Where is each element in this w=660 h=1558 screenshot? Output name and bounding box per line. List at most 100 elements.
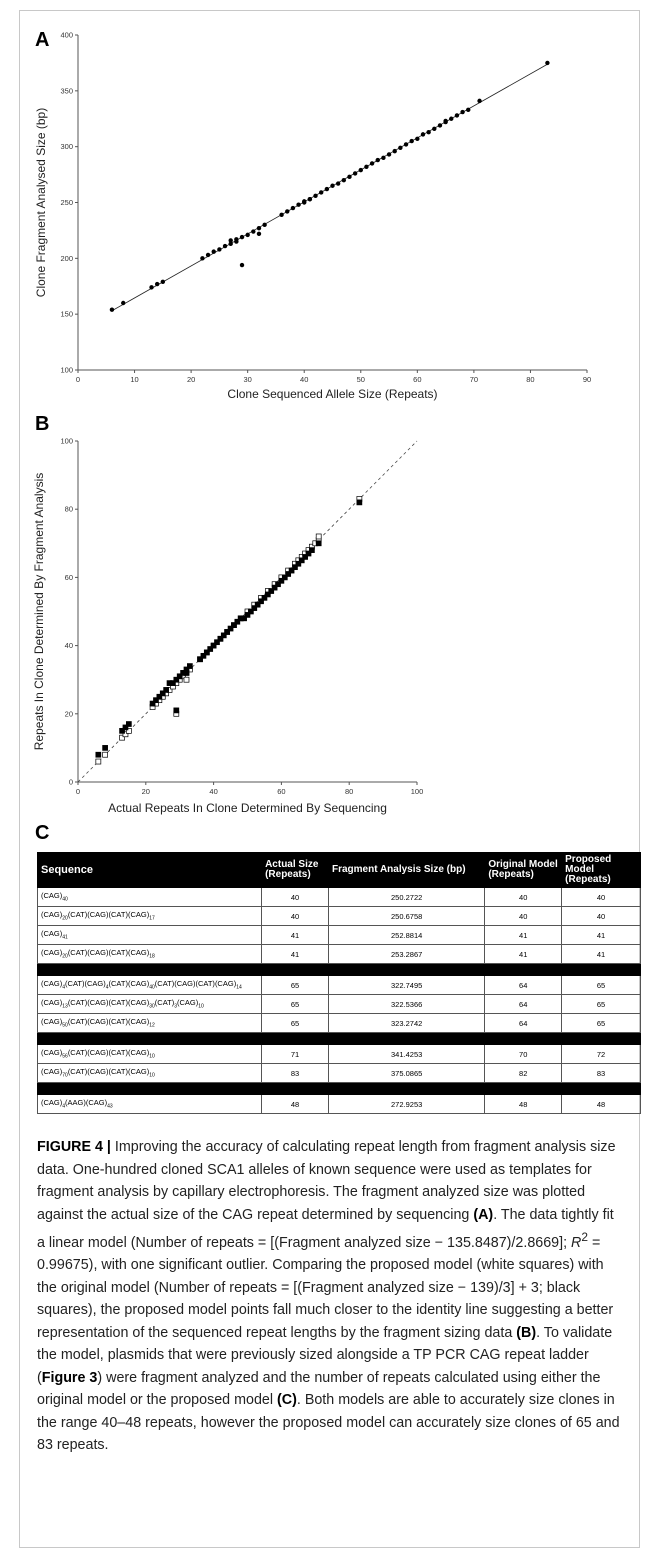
table-row: (CAG)70(CAT)(CAG)(CAT)(CAG)10 83 375.0865 8… [36, 1063, 641, 1083]
y-tick-label: 200 [60, 254, 73, 263]
caption-label: FIGURE 4 | [37, 1139, 111, 1155]
col-header-sequence: Sequence [36, 852, 263, 888]
data-point [302, 199, 307, 204]
x-axis-label: Clone Sequenced Allele Size (Repeats) [227, 387, 437, 401]
data-point [545, 60, 550, 66]
original-model-point [122, 724, 129, 731]
original-model-point [264, 591, 271, 598]
x-tick-label: 20 [187, 375, 195, 384]
original-model-point [285, 571, 292, 577]
cell-fragment-size: 252.8814 [327, 925, 486, 945]
table-row: (CAG)20(CAT)(CAG)(CAT)(CAG)18 41 253.2867 4… [36, 944, 641, 964]
proposed-model-point [102, 751, 108, 758]
original-model-point [254, 601, 261, 608]
cell-actual-size: 40 [261, 887, 329, 907]
y-tick-label: 300 [60, 142, 73, 151]
original-model-point [159, 690, 166, 697]
cell-sequence: (CAG)20(CAT)(CAG)(CAT)(CAG)17 [36, 906, 263, 926]
original-model-point [173, 676, 180, 683]
data-point [403, 142, 409, 147]
data-point [369, 161, 375, 166]
data-point [398, 145, 403, 150]
original-model-point [227, 625, 234, 632]
data-point [335, 181, 341, 186]
caption-ref-c: (C) [277, 1392, 297, 1409]
data-point [234, 237, 239, 242]
data-point [256, 231, 262, 236]
cell-original-model: 82 [484, 1063, 563, 1083]
data-point [454, 113, 460, 118]
data-point [307, 196, 313, 202]
original-model-point [234, 618, 241, 625]
data-point [330, 183, 335, 188]
cell-sequence: (CAG)40 [36, 887, 263, 907]
chart-a: 0 10 20 30 40 50 60 70 80 90 100 150 200 250 300 350 400… [34, 31, 591, 402]
data-point [160, 279, 166, 284]
x-tick-label: 0 [76, 787, 80, 796]
cell-sequence: (CAG)4(CAT)(CAG)4(CAT)(CAG)40(CAT)(CAG)(… [36, 975, 263, 995]
original-model-point [231, 622, 237, 628]
data-point [443, 118, 448, 124]
x-tick-label: 80 [345, 787, 353, 796]
cell-proposed-model: 48 [561, 1094, 641, 1114]
x-tick-label: 50 [357, 375, 365, 384]
y-tick-label: 60 [65, 573, 73, 582]
caption-ref-b: (B) [516, 1324, 537, 1341]
x-tick-label: 40 [300, 375, 308, 384]
cell-actual-size: 71 [261, 1044, 329, 1064]
data-point [324, 186, 330, 192]
cell-original-model: 64 [484, 1013, 563, 1033]
proposed-model-point [315, 533, 322, 540]
original-model-point [356, 499, 363, 506]
table-row: (CAG)4(CAT)(CAG)4(CAT)(CAG)40(CAT)(CAG)(… [36, 975, 641, 995]
cell-fragment-size: 253.2867 [327, 944, 486, 964]
data-point [437, 123, 443, 128]
data-point [358, 167, 363, 173]
data-point [256, 225, 262, 231]
original-model-point [203, 649, 210, 656]
data-point [347, 174, 352, 180]
original-model-point [197, 656, 203, 663]
original-model-point [95, 751, 102, 758]
x-tick-label: 10 [130, 375, 138, 384]
table-row: (CAG)20(CAT)(CAG)(CAT)(CAG)17 40 250.6758 4… [36, 906, 641, 926]
x-tick-label: 60 [277, 787, 285, 796]
cell-sequence: (CAG)50(CAT)(CAG)(CAT)(CAG)12 [36, 1013, 263, 1033]
cell-proposed-model: 41 [561, 925, 641, 945]
table-row: (CAG)13(CAT)(CAG)(CAT)(CAG)30(CAT)3(CAG)… [36, 994, 641, 1014]
cell-original-model: 64 [484, 994, 563, 1014]
caption-ref-figure3: Figure 3 [41, 1369, 98, 1386]
original-model-point [244, 612, 251, 618]
data-point [211, 249, 216, 254]
table-row: (CAG)56(CAT)(CAG)(CAT)(CAG)10 71 341.4253 7… [36, 1044, 641, 1064]
data-point [449, 116, 454, 121]
col-header-fragment-size: Fragment Analysis Size (bp) [327, 852, 486, 888]
data-point [205, 252, 211, 258]
original-model-point [288, 567, 295, 574]
data-point [386, 152, 392, 157]
cell-sequence: (CAG)13(CAT)(CAG)(CAT)(CAG)30(CAT)3(CAG)… [36, 994, 263, 1014]
original-model-point [173, 707, 180, 714]
cell-sequence: (CAG)56(CAT)(CAG)(CAT)(CAG)10 [36, 1044, 263, 1064]
data-point [381, 155, 386, 161]
table-row: (CAG)41 41 252.8814 41 41 [36, 925, 641, 945]
table-row: (CAG)40 40 250.2722 40 40 [36, 887, 641, 907]
col-header-proposed-model: Proposed Model (Repeats) [561, 852, 641, 888]
original-model-point [281, 574, 288, 581]
original-model-point [187, 663, 193, 669]
original-model-point [125, 721, 132, 727]
cell-original-model: 70 [484, 1044, 563, 1064]
cell-proposed-model: 40 [561, 887, 641, 907]
col-header-actual-size: Actual Size (Repeats) [261, 852, 329, 888]
original-model-point [305, 550, 312, 557]
data-point [432, 126, 437, 131]
cell-original-model: 64 [484, 975, 563, 995]
x-tick-label: 100 [411, 787, 424, 796]
data-point [245, 232, 250, 238]
data-point [239, 234, 245, 240]
cell-fragment-size: 250.6758 [327, 906, 486, 926]
panel-label-c: C [35, 822, 50, 844]
data-point [477, 98, 482, 104]
original-model-point [258, 598, 264, 605]
col-header-original-model: Original Model (Repeats) [484, 852, 563, 888]
